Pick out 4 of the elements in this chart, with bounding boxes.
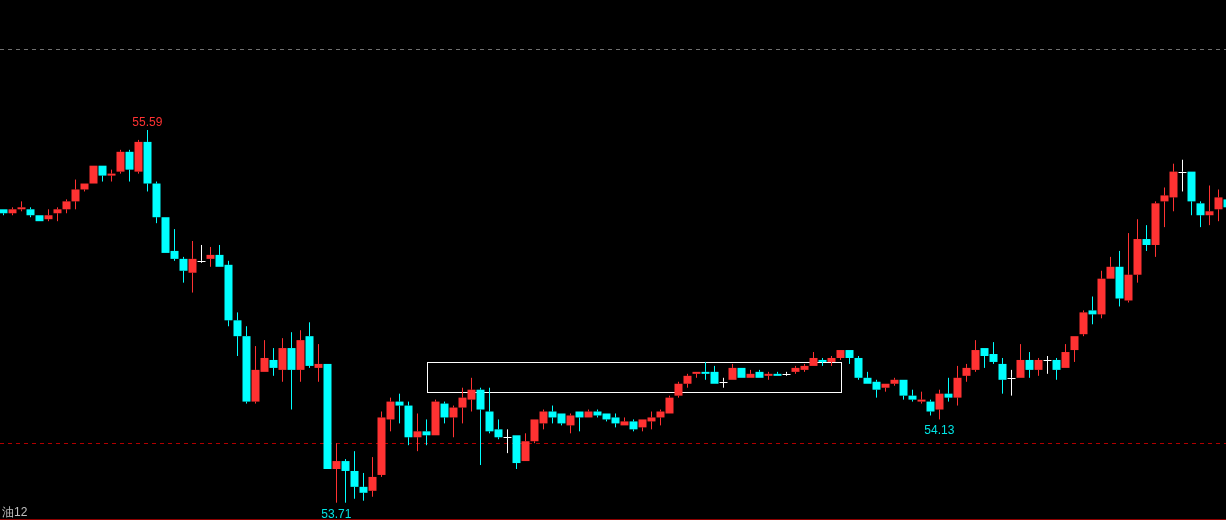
annotation: 53.71 [321, 506, 352, 520]
annotation: 54.13 [924, 423, 955, 438]
annotation: 55.59 [132, 115, 163, 129]
text: 油12 [2, 505, 28, 519]
